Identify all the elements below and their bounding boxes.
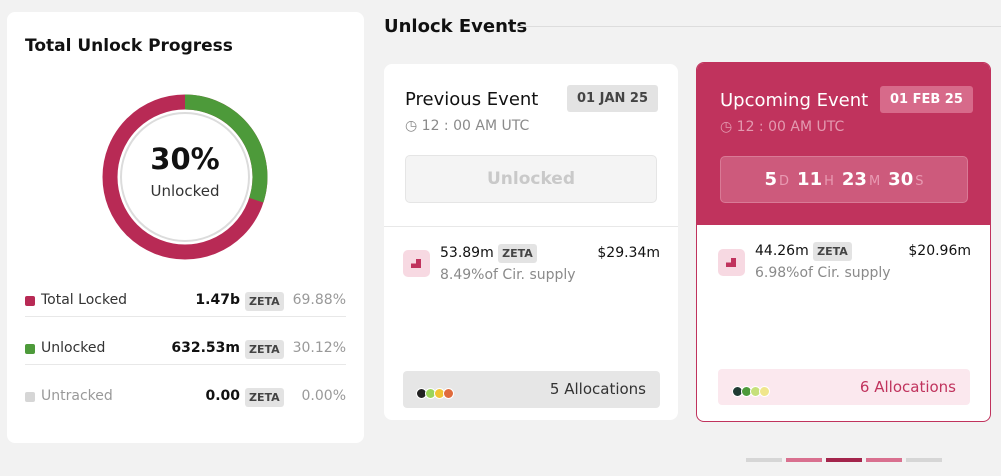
countdown-unit: D — [779, 174, 790, 189]
usd: $29.34m — [597, 245, 660, 261]
countdown-value: 23 — [841, 169, 867, 190]
countdown-value: 5 — [764, 169, 778, 190]
row-amount: 0.00 — [205, 388, 240, 404]
section-title: Unlock Events — [384, 16, 528, 37]
token: ZETA — [498, 244, 537, 263]
countdown-value: 11 — [797, 169, 823, 190]
allocations: 5 Allocations — [549, 380, 646, 398]
time: 12 : 00 AM UTC — [736, 119, 845, 135]
row-token: ZETA — [245, 388, 284, 407]
allocations-bar[interactable]: 5 Allocations — [403, 371, 660, 408]
event-title: Upcoming Event — [720, 90, 869, 111]
countdown: 5 D 11 H 23 M 30 S — [720, 156, 968, 203]
row-share: 0.00% — [301, 388, 346, 404]
time-row: ◷ 12 : 00 AM UTC — [405, 118, 530, 134]
rule — [518, 26, 1001, 27]
row-token: ZETA — [245, 292, 284, 311]
row-label: Total Locked — [41, 292, 128, 308]
swatch — [25, 344, 35, 354]
date: 01 FEB 25 — [880, 86, 973, 113]
pager[interactable] — [866, 458, 902, 462]
row-label: Unlocked — [41, 340, 106, 356]
time-row: ◷ 12 : 00 AM UTC — [720, 119, 845, 135]
pager[interactable] — [906, 458, 942, 462]
swatch — [25, 296, 35, 306]
caption: Unlocked — [150, 182, 220, 200]
dots — [732, 382, 770, 401]
countdown-unit: S — [915, 174, 924, 189]
amount-row: 53.89m ZETA — [440, 244, 537, 263]
status[interactable]: Unlocked — [405, 155, 657, 203]
row-amount: 1.47b — [195, 292, 240, 308]
usd: $20.96m — [908, 243, 971, 259]
countdown-unit: H — [824, 174, 834, 189]
row-share: 69.88% — [292, 292, 346, 308]
token-icon — [403, 250, 430, 277]
date: 01 JAN 25 — [567, 85, 659, 112]
event-title: Previous Event — [405, 89, 539, 110]
time: 12 : 00 AM UTC — [421, 118, 530, 134]
allocations-bar[interactable]: 6 Allocations — [718, 369, 970, 405]
row-amount: 632.53m — [171, 340, 240, 356]
percent: 30% — [150, 142, 220, 176]
token-icon — [718, 249, 745, 276]
countdown-unit: M — [868, 174, 881, 189]
card-title: Total Unlock Progress — [25, 36, 233, 56]
upcoming-card: Upcoming Event 01 FEB 25 ◷ 12 : 00 AM UT… — [696, 62, 991, 422]
divider — [384, 226, 678, 227]
amount-row: 44.26m ZETA — [755, 242, 852, 261]
previous-card: Previous Event 01 JAN 25 ◷ 12 : 00 AM UT… — [384, 64, 678, 420]
row-share: 30.12% — [292, 340, 346, 356]
allocations: 6 Allocations — [859, 378, 956, 396]
token: ZETA — [813, 242, 852, 261]
pager[interactable] — [826, 458, 862, 462]
dots — [416, 384, 454, 403]
countdown-value: 30 — [888, 169, 914, 190]
row-token: ZETA — [245, 340, 284, 359]
progress-card: Total Unlock Progress 30% Unlocked Total… — [7, 12, 364, 443]
row-divider — [25, 316, 346, 317]
amount: 44.26m — [755, 243, 809, 259]
donut — [102, 94, 268, 260]
pager[interactable] — [746, 458, 782, 462]
amount: 53.89m — [440, 245, 494, 261]
swatch — [25, 392, 35, 402]
pager[interactable] — [786, 458, 822, 462]
row-label: Untracked — [41, 388, 113, 404]
row-divider — [25, 364, 346, 365]
supply: 6.98%of Cir. supply — [755, 265, 891, 281]
supply: 8.49%of Cir. supply — [440, 267, 576, 283]
